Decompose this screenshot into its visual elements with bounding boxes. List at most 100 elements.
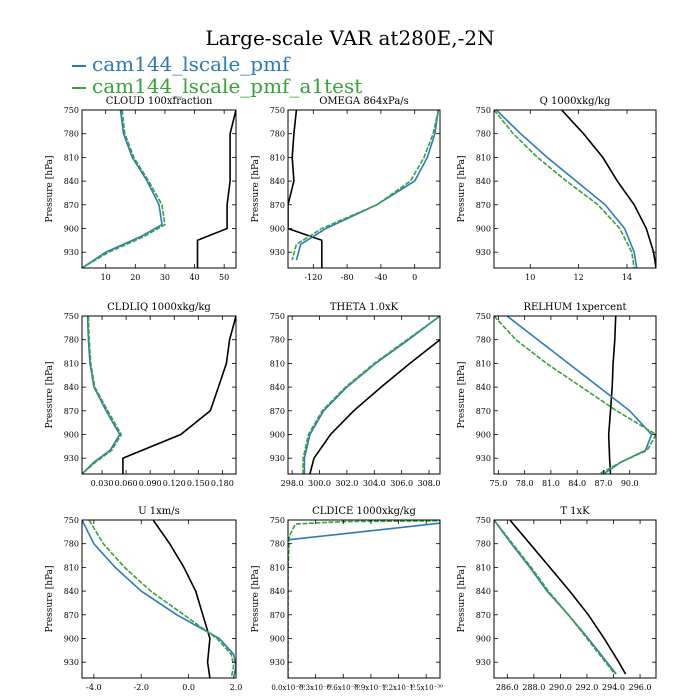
y-axis-label: Pressure [hPa]	[457, 565, 467, 632]
y-tick-label: 870	[64, 201, 79, 210]
legend-line-pmf	[72, 64, 86, 67]
x-tick-label: 0.9x10⁻³⁰	[354, 684, 387, 692]
series-line-ref	[196, 110, 236, 268]
x-tick-label: -120	[304, 273, 322, 282]
x-tick-label: 12	[574, 273, 584, 282]
y-tick-label: 810	[64, 359, 79, 368]
x-tick-label: 87.0	[595, 479, 613, 488]
plot-frame	[81, 315, 237, 475]
y-tick-label: 870	[270, 407, 285, 416]
x-tick-label: 81.0	[542, 479, 560, 488]
y-tick-label: 810	[270, 563, 285, 572]
y-tick-label: 930	[64, 454, 79, 463]
y-tick-label: 840	[64, 587, 79, 596]
y-tick-label: 900	[270, 431, 285, 440]
x-tick-label: 0.060	[115, 479, 138, 488]
y-tick-label: 780	[270, 540, 285, 549]
x-tick-label: 304.0	[363, 479, 386, 488]
y-tick-label: 840	[476, 587, 491, 596]
panel-title: THETA 1.0xK	[330, 302, 399, 313]
y-tick-label: 870	[476, 407, 491, 416]
x-tick-label: 0.180	[211, 479, 234, 488]
y-tick-label: 900	[476, 431, 491, 440]
y-tick-label: 930	[270, 248, 285, 257]
y-tick-label: 780	[476, 540, 491, 549]
panel-8: CLDICE 1000xkg/kg Pressure [hPa] 750 780 810…	[251, 506, 443, 692]
y-tick-label: 900	[270, 225, 285, 234]
panel-3: Q 1000xkg/kg Pressure [hPa] 750 780 810 840 87…	[457, 96, 657, 282]
y-tick-label: 840	[64, 383, 79, 392]
x-tick-label: 0.090	[139, 479, 162, 488]
x-tick-label: 302.0	[335, 479, 358, 488]
plot-frame	[81, 519, 237, 679]
legend-line-a1test	[72, 86, 86, 89]
x-tick-label: 14	[622, 273, 632, 282]
y-tick-label: 750	[476, 312, 491, 321]
series-line-ref	[309, 339, 440, 474]
x-tick-label: 296.0	[629, 683, 652, 692]
y-tick-label: 900	[270, 635, 285, 644]
x-tick-label: -4.0	[86, 683, 101, 692]
y-tick-label: 930	[476, 454, 491, 463]
panel-title: RELHUM 1xpercent	[523, 302, 626, 313]
x-tick-label: 308.0	[418, 479, 441, 488]
x-tick-label: 0.0	[182, 683, 195, 692]
y-axis-label: Pressure [hPa]	[251, 155, 261, 222]
series-line-ref	[509, 520, 627, 675]
y-tick-label: 840	[270, 587, 285, 596]
x-tick-label: -80	[341, 273, 354, 282]
x-tick-label: 2.0	[230, 683, 243, 692]
y-tick-label: 750	[64, 106, 79, 115]
x-tick-label: -2.0	[134, 683, 149, 692]
series-line-a1test	[82, 110, 166, 268]
y-tick-label: 930	[64, 658, 79, 667]
plot-frame	[493, 109, 657, 269]
series-line-ref	[152, 520, 211, 678]
panel-title: T 1xK	[560, 506, 590, 517]
plot-frame	[287, 519, 441, 679]
series-line-a1test	[494, 110, 635, 268]
y-tick-label: 930	[64, 248, 79, 257]
y-axis-label: Pressure [hPa]	[457, 155, 467, 222]
plot-frame	[493, 315, 657, 475]
y-tick-label: 840	[270, 383, 285, 392]
panel-7: U 1xm/s Pressure [hPa] 750 780 810 840 870 900 9…	[45, 506, 242, 692]
y-axis-label: Pressure [hPa]	[45, 565, 55, 632]
y-tick-label: 870	[270, 201, 285, 210]
y-tick-label: 810	[64, 563, 79, 572]
panel-title: CLOUD 100xfraction	[106, 96, 213, 107]
y-axis-label: Pressure [hPa]	[457, 361, 467, 428]
y-tick-label: 780	[64, 540, 79, 549]
plot-frame	[287, 315, 441, 475]
y-tick-label: 840	[64, 177, 79, 186]
series-line-pmf	[506, 316, 653, 474]
y-tick-label: 810	[270, 359, 285, 368]
panel-title: CLDLIQ 1000xkg/kg	[107, 302, 211, 313]
x-tick-label: 0.6x10⁻³⁰	[327, 684, 360, 692]
x-tick-label: 10	[525, 273, 535, 282]
y-tick-label: 870	[476, 611, 491, 620]
y-tick-label: 930	[270, 454, 285, 463]
x-tick-label: 40	[189, 273, 199, 282]
series-line-ref	[288, 110, 323, 268]
y-tick-label: 750	[270, 312, 285, 321]
x-tick-label: 306.0	[390, 479, 413, 488]
x-tick-label: 292.0	[575, 683, 598, 692]
x-tick-label: 84.0	[568, 479, 586, 488]
y-axis-label: Pressure [hPa]	[45, 361, 55, 428]
panel-1: CLOUD 100xfraction Pressure [hPa] 750 780 81…	[45, 96, 237, 282]
plot-frame	[287, 109, 441, 269]
series-line-ref	[607, 316, 617, 474]
y-tick-label: 870	[64, 611, 79, 620]
series-line-pmf	[495, 110, 638, 268]
x-tick-label: 0.150	[187, 479, 210, 488]
series-line-a1test	[288, 520, 440, 678]
y-tick-label: 900	[64, 635, 79, 644]
y-tick-label: 930	[270, 658, 285, 667]
y-tick-label: 870	[270, 611, 285, 620]
panel-title: U 1xm/s	[138, 506, 180, 517]
y-axis-label: Pressure [hPa]	[251, 565, 261, 632]
plot-frame	[81, 109, 237, 269]
series-line-ref	[561, 110, 656, 268]
